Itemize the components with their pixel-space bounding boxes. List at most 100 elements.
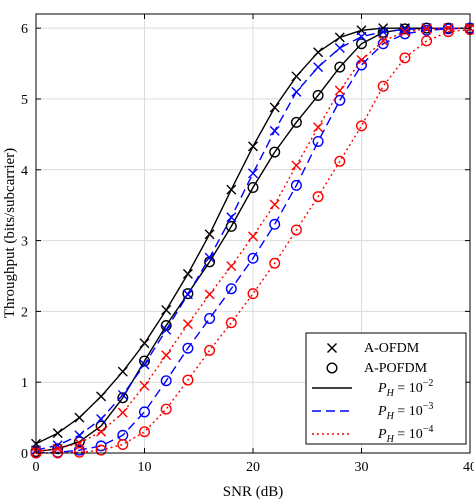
circle-marker [290, 116, 302, 128]
x-marker [421, 23, 432, 34]
x-marker [139, 359, 150, 370]
x-marker [269, 125, 280, 136]
legend-marker-x [327, 343, 337, 353]
circle-marker [377, 38, 389, 50]
x-marker [269, 102, 280, 113]
circle-marker [356, 120, 368, 132]
x-marker [248, 141, 258, 152]
y-tick-label: 3 [21, 235, 28, 250]
series-5 [30, 24, 474, 459]
circle-marker [225, 220, 237, 232]
x-marker [117, 389, 128, 400]
y-tick-label: 2 [21, 305, 28, 320]
circle-marker [138, 426, 150, 438]
series-line [35, 27, 471, 454]
y-tick-label: 6 [21, 22, 28, 37]
circle-marker [117, 439, 129, 451]
circle-marker [269, 257, 281, 269]
x-marker [96, 426, 107, 437]
x-tick-label: 40 [463, 460, 474, 475]
x-marker [204, 252, 215, 263]
x-marker [378, 35, 389, 46]
series-3 [30, 22, 474, 459]
y-axis-label: Throughput (bits/subcarrier) [2, 148, 18, 318]
x-marker [334, 32, 345, 43]
circle-marker [138, 406, 150, 418]
y-tick-label: 1 [21, 376, 28, 391]
x-marker [74, 438, 85, 449]
x-marker [204, 229, 215, 240]
x-marker [226, 212, 237, 223]
x-marker [96, 414, 107, 425]
circle-marker [269, 146, 281, 158]
x-marker [74, 412, 85, 423]
legend-label: PH = 10−3 [377, 401, 433, 422]
legend: A-OFDM A-POFDM PH = 10−2PH = 10−3PH = 10−4 [305, 332, 467, 445]
x-marker [378, 26, 389, 37]
x-marker [291, 160, 302, 171]
x-marker [313, 122, 324, 133]
circle-marker [138, 355, 150, 367]
x-marker [74, 430, 85, 441]
circle-marker [117, 392, 129, 404]
circle-marker [290, 224, 302, 236]
x-marker [204, 289, 215, 300]
x-marker [161, 304, 172, 315]
circle-marker [290, 179, 302, 191]
circle-marker [225, 317, 237, 329]
x-marker [356, 31, 367, 42]
x-marker [182, 319, 193, 330]
x-marker [117, 366, 128, 377]
circle-marker [421, 35, 433, 47]
x-marker [443, 23, 454, 34]
x-marker [291, 71, 302, 82]
x-axis-label: SNR (dB) [223, 484, 283, 500]
x-marker [139, 380, 150, 391]
x-tick-label: 0 [33, 460, 40, 475]
circle-marker [204, 344, 216, 356]
x-marker [226, 261, 237, 272]
x-marker [139, 338, 150, 349]
circle-marker [334, 61, 346, 73]
circle-marker [160, 403, 172, 415]
circle-marker [399, 52, 411, 64]
x-marker [334, 85, 345, 96]
circle-marker [73, 436, 85, 448]
legend-label: PH = 10−2 [377, 378, 433, 399]
circle-marker [356, 38, 368, 50]
x-tick-label: 30 [355, 460, 369, 475]
series-line [35, 27, 470, 451]
x-marker [161, 324, 172, 335]
x-marker [356, 55, 367, 66]
x-tick-label: 20 [246, 460, 260, 475]
series-layer [30, 22, 474, 459]
circle-marker [73, 446, 85, 458]
x-marker [399, 26, 410, 37]
circle-marker [421, 24, 433, 36]
circle-marker [182, 374, 194, 386]
x-marker [334, 42, 345, 53]
circle-marker [312, 191, 324, 203]
circle-marker [225, 283, 237, 295]
x-marker [96, 391, 107, 402]
circle-marker [312, 89, 324, 101]
y-tick-label: 0 [21, 447, 28, 462]
circle-marker [334, 155, 346, 167]
legend-marker-circle [326, 362, 338, 374]
circle-marker [312, 135, 324, 147]
x-marker [313, 47, 324, 58]
circle-marker [334, 94, 346, 106]
circle-marker [442, 26, 454, 38]
circle-marker [269, 218, 281, 230]
circle-marker [95, 444, 107, 456]
circle-marker [247, 252, 259, 264]
x-marker [313, 62, 324, 73]
legend-label: PH = 10−4 [377, 424, 433, 445]
x-marker [182, 268, 193, 279]
x-marker [226, 184, 237, 195]
x-marker [52, 428, 63, 439]
x-marker [248, 231, 258, 242]
axes: 0 10 20 30 40 0 1 2 3 4 5 6 [21, 14, 474, 475]
x-marker [269, 199, 280, 210]
y-tick-label: 4 [21, 164, 28, 179]
